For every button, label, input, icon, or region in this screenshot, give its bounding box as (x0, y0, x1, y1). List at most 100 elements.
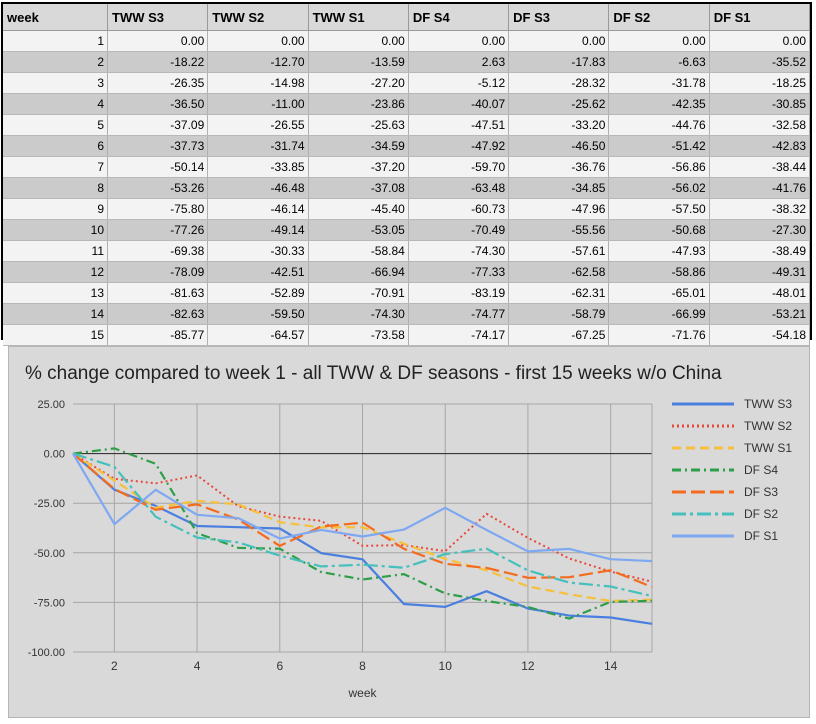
series-line-tww-s2[interactable] (72, 452, 653, 583)
value-cell[interactable]: -30.85 (709, 93, 811, 115)
value-cell[interactable]: -49.14 (207, 219, 309, 241)
value-cell[interactable]: -66.94 (308, 261, 409, 283)
value-cell[interactable]: -18.22 (107, 51, 209, 73)
value-cell[interactable]: -46.48 (207, 177, 309, 199)
value-cell[interactable]: -65.01 (608, 282, 710, 304)
week-cell[interactable]: 9 (3, 198, 108, 220)
value-cell[interactable]: 0.00 (207, 30, 309, 52)
value-cell[interactable]: -53.26 (107, 177, 209, 199)
value-cell[interactable]: -56.02 (608, 177, 710, 199)
value-cell[interactable]: -38.49 (709, 240, 811, 262)
value-cell[interactable]: -70.91 (308, 282, 409, 304)
value-cell[interactable]: -31.74 (207, 135, 309, 157)
value-cell[interactable]: -37.20 (308, 156, 409, 178)
column-header[interactable]: TWW S3 (107, 4, 209, 31)
value-cell[interactable]: -37.09 (107, 114, 209, 136)
value-cell[interactable]: -26.35 (107, 72, 209, 94)
value-cell[interactable]: -46.14 (207, 198, 309, 220)
value-cell[interactable]: -54.18 (709, 324, 811, 346)
value-cell[interactable]: -25.63 (308, 114, 409, 136)
week-cell[interactable]: 14 (3, 303, 108, 325)
series-line-tww-s3[interactable] (72, 452, 653, 625)
value-cell[interactable]: -53.21 (709, 303, 811, 325)
value-cell[interactable]: 0.00 (709, 30, 811, 52)
series-line-df-s3[interactable] (72, 452, 653, 589)
value-cell[interactable]: -32.58 (709, 114, 811, 136)
week-cell[interactable]: 8 (3, 177, 108, 199)
column-header[interactable]: DF S2 (608, 4, 710, 31)
value-cell[interactable]: -34.85 (508, 177, 610, 199)
legend-label[interactable]: DF S2 (744, 507, 778, 521)
week-cell[interactable]: 6 (3, 135, 108, 157)
value-cell[interactable]: -70.49 (408, 219, 510, 241)
column-header[interactable]: week (3, 4, 108, 31)
value-cell[interactable]: -51.42 (608, 135, 710, 157)
series-line-tww-s1[interactable] (72, 452, 653, 603)
value-cell[interactable]: -44.76 (608, 114, 710, 136)
column-header[interactable]: DF S1 (709, 4, 811, 31)
value-cell[interactable]: -47.51 (408, 114, 510, 136)
value-cell[interactable]: -42.83 (709, 135, 811, 157)
value-cell[interactable]: -27.20 (308, 72, 409, 94)
value-cell[interactable]: -35.52 (709, 51, 811, 73)
value-cell[interactable]: -38.32 (709, 198, 811, 220)
value-cell[interactable]: -5.12 (408, 72, 510, 94)
week-cell[interactable]: 3 (3, 72, 108, 94)
value-cell[interactable]: 0.00 (107, 30, 209, 52)
column-header[interactable]: DF S3 (508, 4, 610, 31)
week-cell[interactable]: 13 (3, 282, 108, 304)
value-cell[interactable]: -55.56 (508, 219, 610, 241)
value-cell[interactable]: -57.50 (608, 198, 710, 220)
value-cell[interactable]: 0.00 (608, 30, 710, 52)
legend-label[interactable]: DF S3 (744, 485, 778, 499)
value-cell[interactable]: -25.62 (508, 93, 610, 115)
value-cell[interactable]: -27.30 (709, 219, 811, 241)
week-cell[interactable]: 1 (3, 30, 108, 52)
week-cell[interactable]: 5 (3, 114, 108, 136)
value-cell[interactable]: -52.89 (207, 282, 309, 304)
value-cell[interactable]: -31.78 (608, 72, 710, 94)
legend-label[interactable]: DF S1 (744, 529, 778, 543)
value-cell[interactable]: -45.40 (308, 198, 409, 220)
value-cell[interactable]: -69.38 (107, 240, 209, 262)
value-cell[interactable]: -6.63 (608, 51, 710, 73)
legend-label[interactable]: DF S4 (744, 463, 778, 477)
value-cell[interactable]: -33.85 (207, 156, 309, 178)
value-cell[interactable]: 2.63 (408, 51, 510, 73)
legend-label[interactable]: TWW S3 (744, 397, 792, 411)
value-cell[interactable]: -60.73 (408, 198, 510, 220)
value-cell[interactable]: -50.14 (107, 156, 209, 178)
value-cell[interactable]: -78.09 (107, 261, 209, 283)
value-cell[interactable]: -36.76 (508, 156, 610, 178)
value-cell[interactable]: -62.58 (508, 261, 610, 283)
series-line-df-s1[interactable] (72, 453, 653, 563)
value-cell[interactable]: -49.31 (709, 261, 811, 283)
value-cell[interactable]: -50.68 (608, 219, 710, 241)
week-cell[interactable]: 11 (3, 240, 108, 262)
value-cell[interactable]: -77.33 (408, 261, 510, 283)
value-cell[interactable]: -40.07 (408, 93, 510, 115)
value-cell[interactable]: -37.73 (107, 135, 209, 157)
value-cell[interactable]: -58.79 (508, 303, 610, 325)
value-cell[interactable]: -37.08 (308, 177, 409, 199)
value-cell[interactable]: -67.25 (508, 324, 610, 346)
value-cell[interactable]: 0.00 (308, 30, 409, 52)
value-cell[interactable]: -47.92 (408, 135, 510, 157)
value-cell[interactable]: -62.31 (508, 282, 610, 304)
value-cell[interactable]: -64.57 (207, 324, 309, 346)
value-cell[interactable]: -66.99 (608, 303, 710, 325)
line-chart[interactable]: 2 4 6 8 10 12 14 25.00 0.00 -25.00 -50.00 -75.00 -10… (9, 347, 809, 717)
value-cell[interactable]: -71.76 (608, 324, 710, 346)
value-cell[interactable]: -12.70 (207, 51, 309, 73)
value-cell[interactable]: -59.70 (408, 156, 510, 178)
value-cell[interactable]: -42.35 (608, 93, 710, 115)
value-cell[interactable]: -56.86 (608, 156, 710, 178)
value-cell[interactable]: -26.55 (207, 114, 309, 136)
value-cell[interactable]: -58.86 (608, 261, 710, 283)
value-cell[interactable]: -63.48 (408, 177, 510, 199)
value-cell[interactable]: -57.61 (508, 240, 610, 262)
value-cell[interactable]: -34.59 (308, 135, 409, 157)
column-header[interactable]: DF S4 (408, 4, 510, 31)
value-cell[interactable]: -36.50 (107, 93, 209, 115)
series-line-df-s2[interactable] (72, 452, 653, 598)
